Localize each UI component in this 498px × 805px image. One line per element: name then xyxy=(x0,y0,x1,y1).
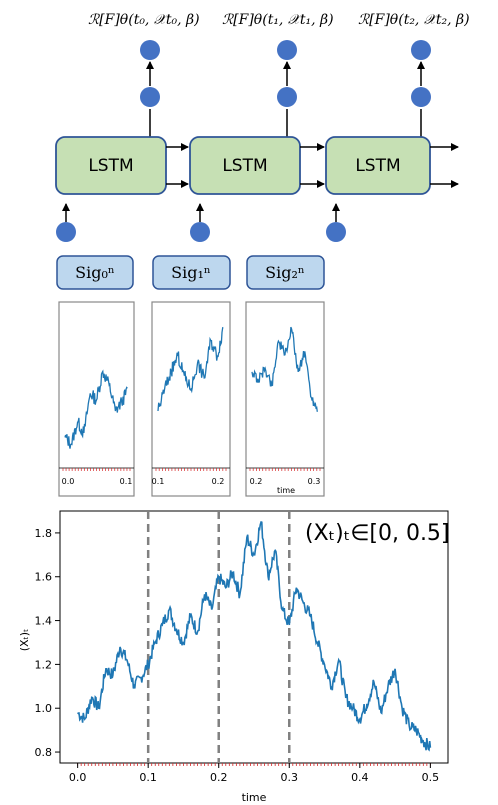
x-axis: 0.0 0.1 0.2 0.3 0.4 0.5 xyxy=(69,763,439,784)
sig-label-1: Sig₁ⁿ xyxy=(171,263,211,282)
x-tick-label-2: 0.2 xyxy=(210,771,228,784)
output-node-top-2 xyxy=(411,40,431,60)
x-tick-label-4: 0.4 xyxy=(351,771,369,784)
lstm-box-2 xyxy=(325,136,431,195)
small-panel-frame-2 xyxy=(245,301,325,497)
output-node-top-0 xyxy=(140,40,160,60)
main-chart: 0.0 0.1 0.2 0.3 0.4 0.5 0.8 1.0 1.2 1.4 1.6 1.8 (X… xyxy=(18,510,450,804)
x-tick-label-0: 0.0 xyxy=(69,771,87,784)
small-panels: 0.0 0.1 0.1 0.2 0.2 0.3 time xyxy=(58,301,325,497)
y-tick-label-0: 0.8 xyxy=(35,746,53,759)
small-panel-1-xtick-1: 0.2 xyxy=(212,477,225,486)
small-panel-0-xtick-0: 0.0 xyxy=(62,477,75,486)
x-tick-label-3: 0.3 xyxy=(281,771,299,784)
series-group xyxy=(76,521,432,752)
lstm-box-0 xyxy=(55,136,167,195)
x-tick-label-1: 0.1 xyxy=(139,771,157,784)
column-0: LSTM xyxy=(55,40,167,242)
lstm-connections xyxy=(166,143,459,188)
y-axis-title: (Xₜ)ₜ xyxy=(18,629,31,652)
output-node-top-1 xyxy=(277,40,297,60)
y-tick-label-2: 1.2 xyxy=(35,658,53,671)
series-line-0 xyxy=(76,521,432,752)
y-tick-label-3: 1.4 xyxy=(35,615,53,628)
column-1: LSTM xyxy=(189,40,301,242)
output-label-1: ℛ[F]θ(t₁, 𝒳t₁, β) xyxy=(222,12,334,28)
y-tick-label-5: 1.8 xyxy=(35,527,53,540)
chart-annotation: (Xₜ)ₜ∈[0, 0.5] xyxy=(305,521,450,546)
vertical-reference-lines xyxy=(146,511,291,763)
y-tick-label-4: 1.6 xyxy=(35,571,53,584)
main-chart-frame xyxy=(59,510,449,764)
y-axis: 0.8 1.0 1.2 1.4 1.6 1.8 xyxy=(35,527,60,759)
input-node-0 xyxy=(56,222,76,242)
output-node-mid-2 xyxy=(411,87,431,107)
sig-label-2: Sig₂ⁿ xyxy=(265,263,305,282)
output-node-mid-1 xyxy=(277,87,297,107)
sig-box-2 xyxy=(246,255,325,290)
output-label-0: ℛ[F]θ(t₀, 𝒳t₀, β) xyxy=(88,12,200,28)
small-panel-line-2 xyxy=(251,326,318,412)
x-axis-title: time xyxy=(242,791,267,804)
sig-box-1 xyxy=(152,255,231,290)
output-node-mid-0 xyxy=(140,87,160,107)
output-label-2: ℛ[F]θ(t₂, 𝒳t₂, β) xyxy=(358,12,470,28)
small-panel-frame-1 xyxy=(151,301,231,497)
sig-label-0: Sig₀ⁿ xyxy=(75,263,115,282)
x-tick-label-5: 0.5 xyxy=(422,771,440,784)
small-panel-2-xlabel: time xyxy=(277,486,295,495)
small-panel-2-xtick-0: 0.2 xyxy=(250,477,263,486)
column-2: LSTM xyxy=(325,40,431,242)
lstm-label-0: LSTM xyxy=(88,156,133,176)
small-panel-2-xtick-1: 0.3 xyxy=(308,477,321,486)
input-node-1 xyxy=(190,222,210,242)
small-panel-line-1 xyxy=(157,326,224,412)
small-panel-0-xtick-1: 0.1 xyxy=(120,477,133,486)
input-node-2 xyxy=(326,222,346,242)
lstm-label-2: LSTM xyxy=(355,156,400,176)
small-panel-1-xtick-0: 0.1 xyxy=(152,477,165,486)
y-tick-label-1: 1.0 xyxy=(35,702,53,715)
sig-box-0 xyxy=(56,255,134,290)
small-panel-line-0 xyxy=(64,369,128,449)
lstm-label-1: LSTM xyxy=(222,156,267,176)
lstm-box-1 xyxy=(189,136,301,195)
